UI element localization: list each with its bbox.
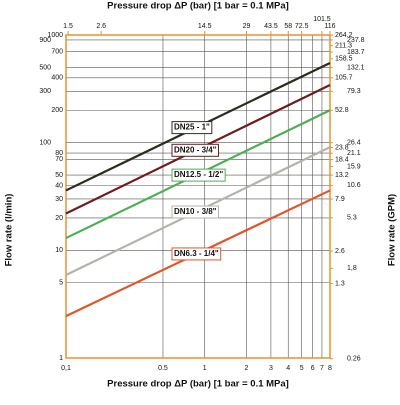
series-label: DN12.5 - 1/2" — [174, 170, 223, 179]
x2-tick-label: 58 — [284, 23, 292, 30]
x2-tick-label: 101.5 — [313, 16, 331, 23]
y-tick-label: 400 — [51, 75, 63, 82]
series-label-box — [171, 121, 213, 135]
y2-tick-label: 237.8 — [347, 37, 365, 44]
y2-tick-label: 5.3 — [347, 215, 357, 222]
x2-tick-label: 29 — [243, 23, 251, 30]
series-label: DN10 - 3/8" — [174, 207, 217, 216]
series-label-box — [171, 247, 222, 261]
y-tick-label: 900 — [39, 37, 51, 44]
x2-tick-label: 14.5 — [198, 23, 212, 30]
series-label: DN20 - 3/4" — [174, 145, 217, 154]
x2-tick-label: 2.6 — [96, 23, 106, 30]
x-tick-label: 0,1 — [61, 365, 71, 372]
y-tick-label: 30 — [55, 196, 63, 203]
y2-tick-label: 7.9 — [335, 196, 345, 203]
y-tick-label: 70 — [55, 156, 63, 163]
y2-tick-label: 211.3 — [335, 42, 352, 49]
y-tick-label: 50 — [55, 172, 63, 179]
right-axis-title: Flow rate (GPM) — [387, 194, 398, 266]
y2-tick-label: 1,8 — [347, 265, 357, 272]
x-tick-label: 1 — [203, 365, 207, 372]
x2-tick-label: 116 — [324, 23, 335, 30]
y2-tick-label: 105.7 — [335, 75, 353, 82]
y2-tick-label: 15.9 — [347, 163, 361, 170]
y-tick-label: 80 — [55, 150, 63, 157]
y2-tick-label: 158.5 — [335, 56, 353, 63]
x-tick-label: 7 — [320, 365, 324, 372]
y-tick-label: 100 — [39, 140, 51, 147]
series-label: DN25 - 1" — [174, 123, 210, 132]
y-tick-label: 200 — [51, 107, 63, 114]
y2-tick-label: 183.7 — [347, 49, 365, 56]
y2-tick-label: 13.2 — [335, 172, 349, 179]
x2-tick-label: 1.5 — [63, 23, 73, 30]
y2-tick-label: 264.2 — [335, 32, 353, 39]
y2-tick-label: 1.3 — [335, 280, 345, 287]
y2-tick-label: 10.6 — [347, 182, 361, 189]
x-tick-label: 4 — [286, 365, 290, 372]
y2-tick-label: 2.6 — [335, 248, 345, 255]
series-label-box — [171, 168, 226, 182]
y-tick-label: 700 — [51, 49, 63, 56]
x-tick-label: 3 — [269, 365, 273, 372]
y2-tick-label: 132.1 — [347, 64, 365, 71]
series-label-box — [171, 143, 219, 157]
series-label-box — [171, 205, 219, 219]
y-tick-label: 1 — [59, 355, 63, 362]
y2-tick-label: 23.8 — [335, 144, 349, 151]
y2-tick-label: 21.1 — [347, 150, 361, 157]
x-tick-label: 5 — [300, 365, 304, 372]
y-tick-label: 300 — [39, 88, 51, 95]
x-tick-label: 6 — [311, 365, 315, 372]
y-tick-label: 20 — [55, 215, 63, 222]
x2-tick-label: 72.5 — [295, 23, 309, 30]
left-axis-title: Flow rate (l/min) — [4, 194, 15, 267]
x-tick-label: 2 — [245, 365, 249, 372]
y2-tick-label: 52.8 — [335, 107, 349, 114]
plot-frame — [65, 34, 331, 359]
y2-tick-label: 26.4 — [347, 140, 361, 147]
x-tick-label: 8 — [328, 365, 332, 372]
y2-tick-label: 79.3 — [347, 88, 361, 95]
y-tick-label: 10 — [55, 247, 63, 254]
series-label: DN6.3 - 1/4" — [174, 249, 219, 258]
x2-tick-label: 43.5 — [264, 23, 278, 30]
bottom-axis-title: Pressure drop ΔP (bar) [1 bar = 0.1 MPa] — [107, 379, 289, 390]
y-tick-label: 40 — [55, 182, 63, 189]
top-axis-title: Pressure drop ΔP (bar) [1 bar = 0.1 MPa] — [107, 1, 289, 12]
y2-tick-label: 18.4 — [335, 156, 349, 163]
x-tick-label: 0.5 — [158, 365, 168, 372]
y-tick-label: 5 — [59, 280, 63, 287]
y-tick-label: 500 — [39, 64, 51, 71]
y2-tick-label: 0.26 — [347, 356, 361, 363]
y-tick-label: 1000 — [47, 32, 63, 39]
